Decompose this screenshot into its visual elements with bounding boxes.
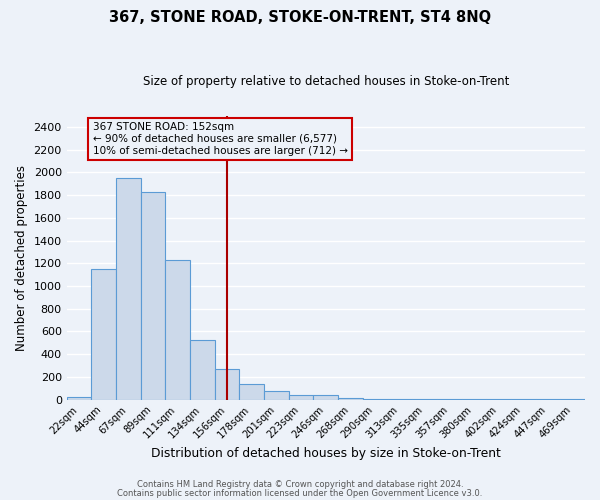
Bar xyxy=(67,396,91,400)
Bar xyxy=(338,398,363,400)
Bar xyxy=(313,395,338,400)
Bar xyxy=(166,260,190,400)
Bar xyxy=(141,192,166,400)
Bar xyxy=(215,370,239,400)
Bar xyxy=(264,391,289,400)
Text: Contains public sector information licensed under the Open Government Licence v3: Contains public sector information licen… xyxy=(118,488,482,498)
Text: 367 STONE ROAD: 152sqm
← 90% of detached houses are smaller (6,577)
10% of semi-: 367 STONE ROAD: 152sqm ← 90% of detached… xyxy=(92,122,347,156)
Text: 367, STONE ROAD, STOKE-ON-TRENT, ST4 8NQ: 367, STONE ROAD, STOKE-ON-TRENT, ST4 8NQ xyxy=(109,10,491,25)
Bar xyxy=(190,340,215,400)
Bar xyxy=(116,178,141,400)
Title: Size of property relative to detached houses in Stoke-on-Trent: Size of property relative to detached ho… xyxy=(143,75,509,88)
Bar xyxy=(363,398,388,400)
Bar xyxy=(91,269,116,400)
Bar xyxy=(289,395,313,400)
Text: Contains HM Land Registry data © Crown copyright and database right 2024.: Contains HM Land Registry data © Crown c… xyxy=(137,480,463,489)
X-axis label: Distribution of detached houses by size in Stoke-on-Trent: Distribution of detached houses by size … xyxy=(151,447,501,460)
Bar xyxy=(239,384,264,400)
Y-axis label: Number of detached properties: Number of detached properties xyxy=(15,164,28,350)
Bar xyxy=(388,399,412,400)
